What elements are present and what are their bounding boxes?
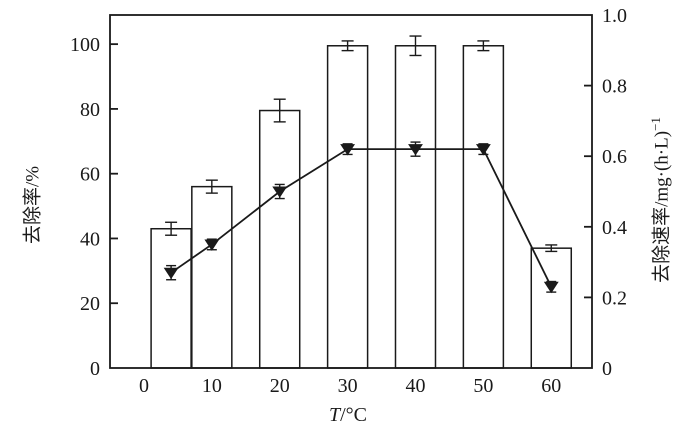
right-axis-tick-label: 0.8	[602, 76, 627, 98]
left-axis-tick-label: 40	[80, 228, 100, 250]
left-axis-tick-label: 100	[70, 34, 100, 56]
x-axis-tick-label: 30	[338, 375, 358, 397]
x-axis-tick-label: 50	[473, 375, 493, 397]
left-axis-tick-label: 80	[80, 99, 100, 121]
x-axis-tick-label: 20	[270, 375, 290, 397]
x-axis-title-unit: /°C	[340, 404, 368, 426]
x-axis-tick-label: 0	[139, 375, 149, 397]
left-axis-tick-label: 60	[80, 164, 100, 186]
left-axis-title: 去除率/%	[22, 165, 44, 245]
line-marker	[475, 144, 491, 156]
x-axis-tick-label: 10	[202, 375, 222, 397]
x-axis-tick-label: 40	[405, 375, 425, 397]
bar	[462, 45, 505, 369]
line-marker	[340, 144, 356, 156]
left-axis-title-text: 去除率/%	[22, 165, 44, 245]
bar	[258, 109, 301, 369]
left-axis-tick-label: 0	[90, 358, 100, 380]
right-axis-title-text: 去除速率/mg·(h·L)	[651, 130, 673, 283]
right-axis-tick-label: 0	[602, 358, 612, 380]
x-axis-tick-label: 60	[541, 375, 561, 397]
right-axis-tick-label: 0.4	[602, 217, 627, 239]
line-marker	[408, 144, 423, 156]
right-axis-title: 去除速率/mg·(h·L)−1	[648, 117, 673, 283]
bar	[530, 247, 573, 369]
right-axis-title-superscript: −1	[648, 117, 664, 131]
bar	[394, 45, 437, 369]
line-marker	[163, 267, 179, 280]
line-marker	[543, 281, 559, 294]
plot-border	[109, 14, 593, 369]
right-axis-tick-label: 0.6	[602, 146, 627, 168]
bar	[150, 227, 192, 369]
right-axis-tick-label: 0.2	[602, 287, 627, 309]
x-axis-title-symbol: T	[328, 404, 341, 426]
bar	[326, 45, 369, 369]
x-axis-title: T/°C	[329, 405, 367, 425]
right-axis-tick-label: 1.0	[602, 5, 627, 27]
bar	[191, 185, 233, 369]
left-axis-tick-label: 20	[80, 293, 100, 315]
line-marker	[204, 239, 220, 251]
line-marker	[272, 186, 288, 198]
